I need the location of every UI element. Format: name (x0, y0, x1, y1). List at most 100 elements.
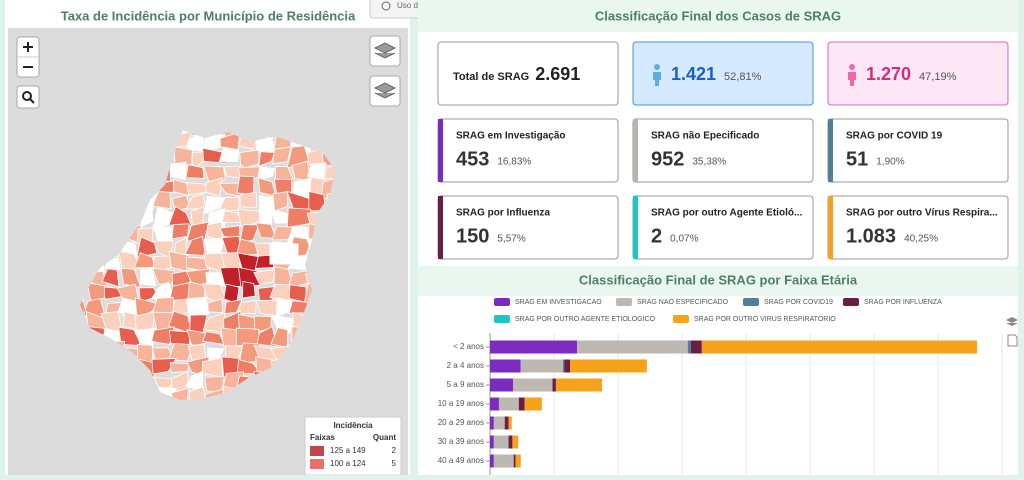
bar-segment (490, 454, 494, 468)
bar-segment (564, 359, 570, 373)
search-handle (29, 98, 35, 104)
municipality (236, 175, 255, 196)
bar-segment (555, 378, 602, 392)
card-percent: 52,81% (724, 71, 762, 83)
card-value: 952 (651, 148, 684, 170)
municipality (174, 146, 193, 168)
municipality (239, 224, 260, 245)
y-tick-label: 10 a 19 anos (438, 399, 484, 408)
card-value: 1.083 (846, 225, 896, 247)
municipality (205, 272, 225, 287)
chart-title: Classificação Final de SRAG por Faixa Et… (579, 272, 858, 287)
legend-swatch (310, 446, 324, 456)
municipality (224, 299, 243, 314)
card (827, 41, 1009, 106)
bar-segment (504, 416, 509, 430)
municipality (171, 223, 190, 240)
card-stripe (438, 119, 443, 182)
bar-segment (552, 378, 553, 392)
person-icon-head (849, 64, 855, 70)
card-label: SRAG em Investigação (456, 131, 565, 142)
card-value: 2 (651, 225, 662, 247)
bar-segment (498, 397, 519, 411)
municipality (258, 166, 276, 181)
bar-segment (701, 340, 978, 354)
chart-export-icon[interactable] (1007, 334, 1018, 347)
municipality (139, 267, 157, 287)
zoom-controls[interactable] (16, 36, 40, 109)
card-value: 2.691 (535, 64, 580, 84)
municipality (168, 343, 194, 362)
legend-header: Faixas (310, 433, 335, 442)
bar-segment (493, 435, 509, 449)
municipality (136, 236, 158, 259)
bar-segment (490, 397, 499, 411)
municipality (258, 205, 273, 227)
card-percent: 1,90% (876, 157, 904, 168)
y-tick-label: 2 a 4 anos (447, 361, 484, 370)
search-icon (22, 91, 32, 101)
card-value: 453 (456, 148, 489, 170)
bar-segment (513, 454, 516, 468)
chart-layer-icon[interactable] (1006, 317, 1018, 326)
municipality (237, 208, 261, 228)
legend-count: 5 (392, 459, 397, 468)
legend-range: 100 a 124 (330, 459, 366, 468)
bar-segment (520, 359, 563, 373)
legend-swatch (494, 298, 510, 306)
municipality (203, 165, 226, 182)
card-percent: 40,25% (904, 234, 938, 245)
bar-segment (690, 340, 702, 354)
legend-label: SRAG EM INVESTIGACAO (515, 299, 602, 306)
legend-title: Incidência (333, 421, 373, 430)
summary-title: Classificação Final dos Casos de SRAG (595, 8, 841, 23)
bar-segment (490, 378, 514, 392)
municipality (170, 161, 187, 181)
memory-icon (381, 1, 391, 11)
legend-label: SRAG POR OUTRO VIRUS RESPIRATORIO (694, 316, 836, 323)
search-button[interactable] (16, 85, 40, 109)
bar-segment (562, 359, 565, 373)
legend-label: SRAG NAO ESPECIFICADO (637, 299, 729, 306)
municipality (152, 191, 172, 210)
bar-segment (515, 454, 521, 468)
summary-header (418, 0, 1018, 32)
card (632, 41, 814, 106)
card-label: SRAG por outro Agente Etioló... (651, 208, 803, 219)
district (269, 243, 299, 265)
municipality (218, 146, 240, 163)
municipality (101, 268, 120, 288)
municipality (239, 149, 260, 170)
legend-count: 2 (392, 446, 397, 455)
card-label: SRAG não Epecificado (651, 131, 759, 142)
municipality (152, 224, 175, 241)
bar-segment (508, 416, 512, 430)
municipality (272, 146, 292, 165)
municipality (242, 281, 256, 299)
municipality (202, 283, 227, 302)
legend-swatch (743, 298, 759, 306)
card-percent: 0,07% (670, 234, 698, 245)
card-label: Total de SRAG (453, 71, 529, 83)
municipality (80, 281, 84, 301)
layer-buttons[interactable] (369, 35, 401, 107)
bar-segment (508, 435, 513, 449)
legend-label: SRAG POR COVID19 (764, 299, 833, 306)
card-value: 51 (846, 148, 868, 170)
bar-segment (490, 359, 521, 373)
card (437, 41, 619, 106)
legend-swatch (310, 459, 324, 469)
card-value: 150 (456, 225, 489, 247)
bar-segment (570, 359, 647, 373)
bar-segment (687, 340, 691, 354)
layer-icon (373, 82, 397, 99)
municipality (186, 296, 210, 320)
bar-segment (513, 378, 553, 392)
card-stripe (633, 119, 638, 182)
bar-segment (518, 397, 525, 411)
zoom-in[interactable] (23, 42, 33, 52)
layer-icon (373, 42, 397, 59)
municipality (237, 299, 257, 315)
legend-header: Quant (373, 433, 396, 442)
